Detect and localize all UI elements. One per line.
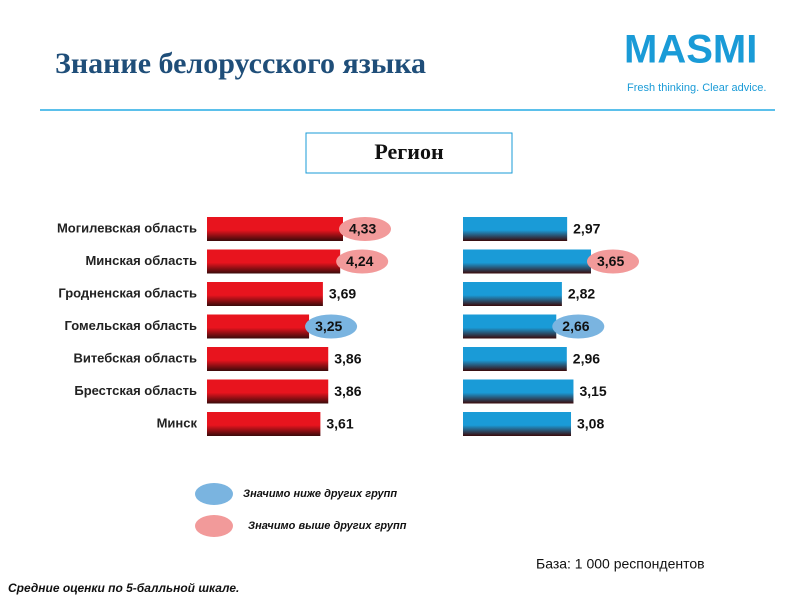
- category-label: Витебская область: [73, 350, 197, 365]
- bar: [207, 217, 343, 241]
- highlight: [336, 249, 389, 274]
- highlight: [339, 217, 391, 241]
- bar: [463, 412, 572, 436]
- category-label: Брестская область: [74, 383, 197, 398]
- value-label: 4,33: [349, 221, 376, 237]
- slide-title: Знание белорусского языка: [55, 47, 426, 80]
- highlight: [587, 249, 639, 274]
- value-label: 3,08: [577, 416, 604, 432]
- bar: [207, 412, 321, 436]
- tagline: Fresh thinking. Clear advice.: [627, 82, 766, 94]
- value-label: 3,15: [579, 383, 606, 399]
- footnote: Средние оценки по 5-балльной шкале.: [8, 581, 239, 595]
- bar: [207, 379, 329, 404]
- category-label: Могилевская область: [57, 220, 197, 235]
- value-label: 3,86: [334, 351, 361, 367]
- bar: [463, 282, 562, 306]
- bar: [207, 314, 310, 339]
- logo: MASMI: [624, 28, 757, 72]
- value-label: 2,66: [562, 318, 589, 334]
- highlight: [552, 314, 605, 339]
- value-label: 3,65: [597, 253, 624, 269]
- value-label: 2,97: [573, 221, 600, 237]
- category-label: Минская область: [85, 253, 197, 268]
- value-label: 3,69: [329, 286, 356, 302]
- value-label: 3,25: [315, 318, 342, 334]
- legend-swatch: [195, 515, 233, 537]
- legend-label: Значимо выше других групп: [248, 520, 407, 532]
- bar: [207, 347, 329, 371]
- value-label: 3,86: [334, 383, 361, 399]
- bar: [463, 379, 574, 404]
- highlight: [305, 314, 358, 339]
- bar: [207, 282, 323, 306]
- chart-subtitle: Регион: [374, 139, 444, 164]
- category-label: Гомельская область: [65, 318, 197, 333]
- value-label: 3,61: [326, 416, 353, 432]
- value-label: 2,82: [568, 286, 595, 302]
- bar: [463, 347, 567, 371]
- bar: [207, 249, 341, 274]
- base-note: База: 1 000 респондентов: [536, 556, 705, 572]
- legend-swatch: [195, 483, 233, 505]
- legend-label: Значимо ниже других групп: [243, 488, 397, 500]
- bar: [463, 314, 557, 339]
- subtitle-box: [305, 132, 513, 174]
- value-label: 2,96: [573, 351, 600, 367]
- category-label: Гродненская область: [58, 285, 197, 300]
- bar: [463, 217, 568, 241]
- bar: [463, 249, 591, 274]
- category-label: Минск: [157, 415, 198, 430]
- value-label: 4,24: [346, 253, 373, 269]
